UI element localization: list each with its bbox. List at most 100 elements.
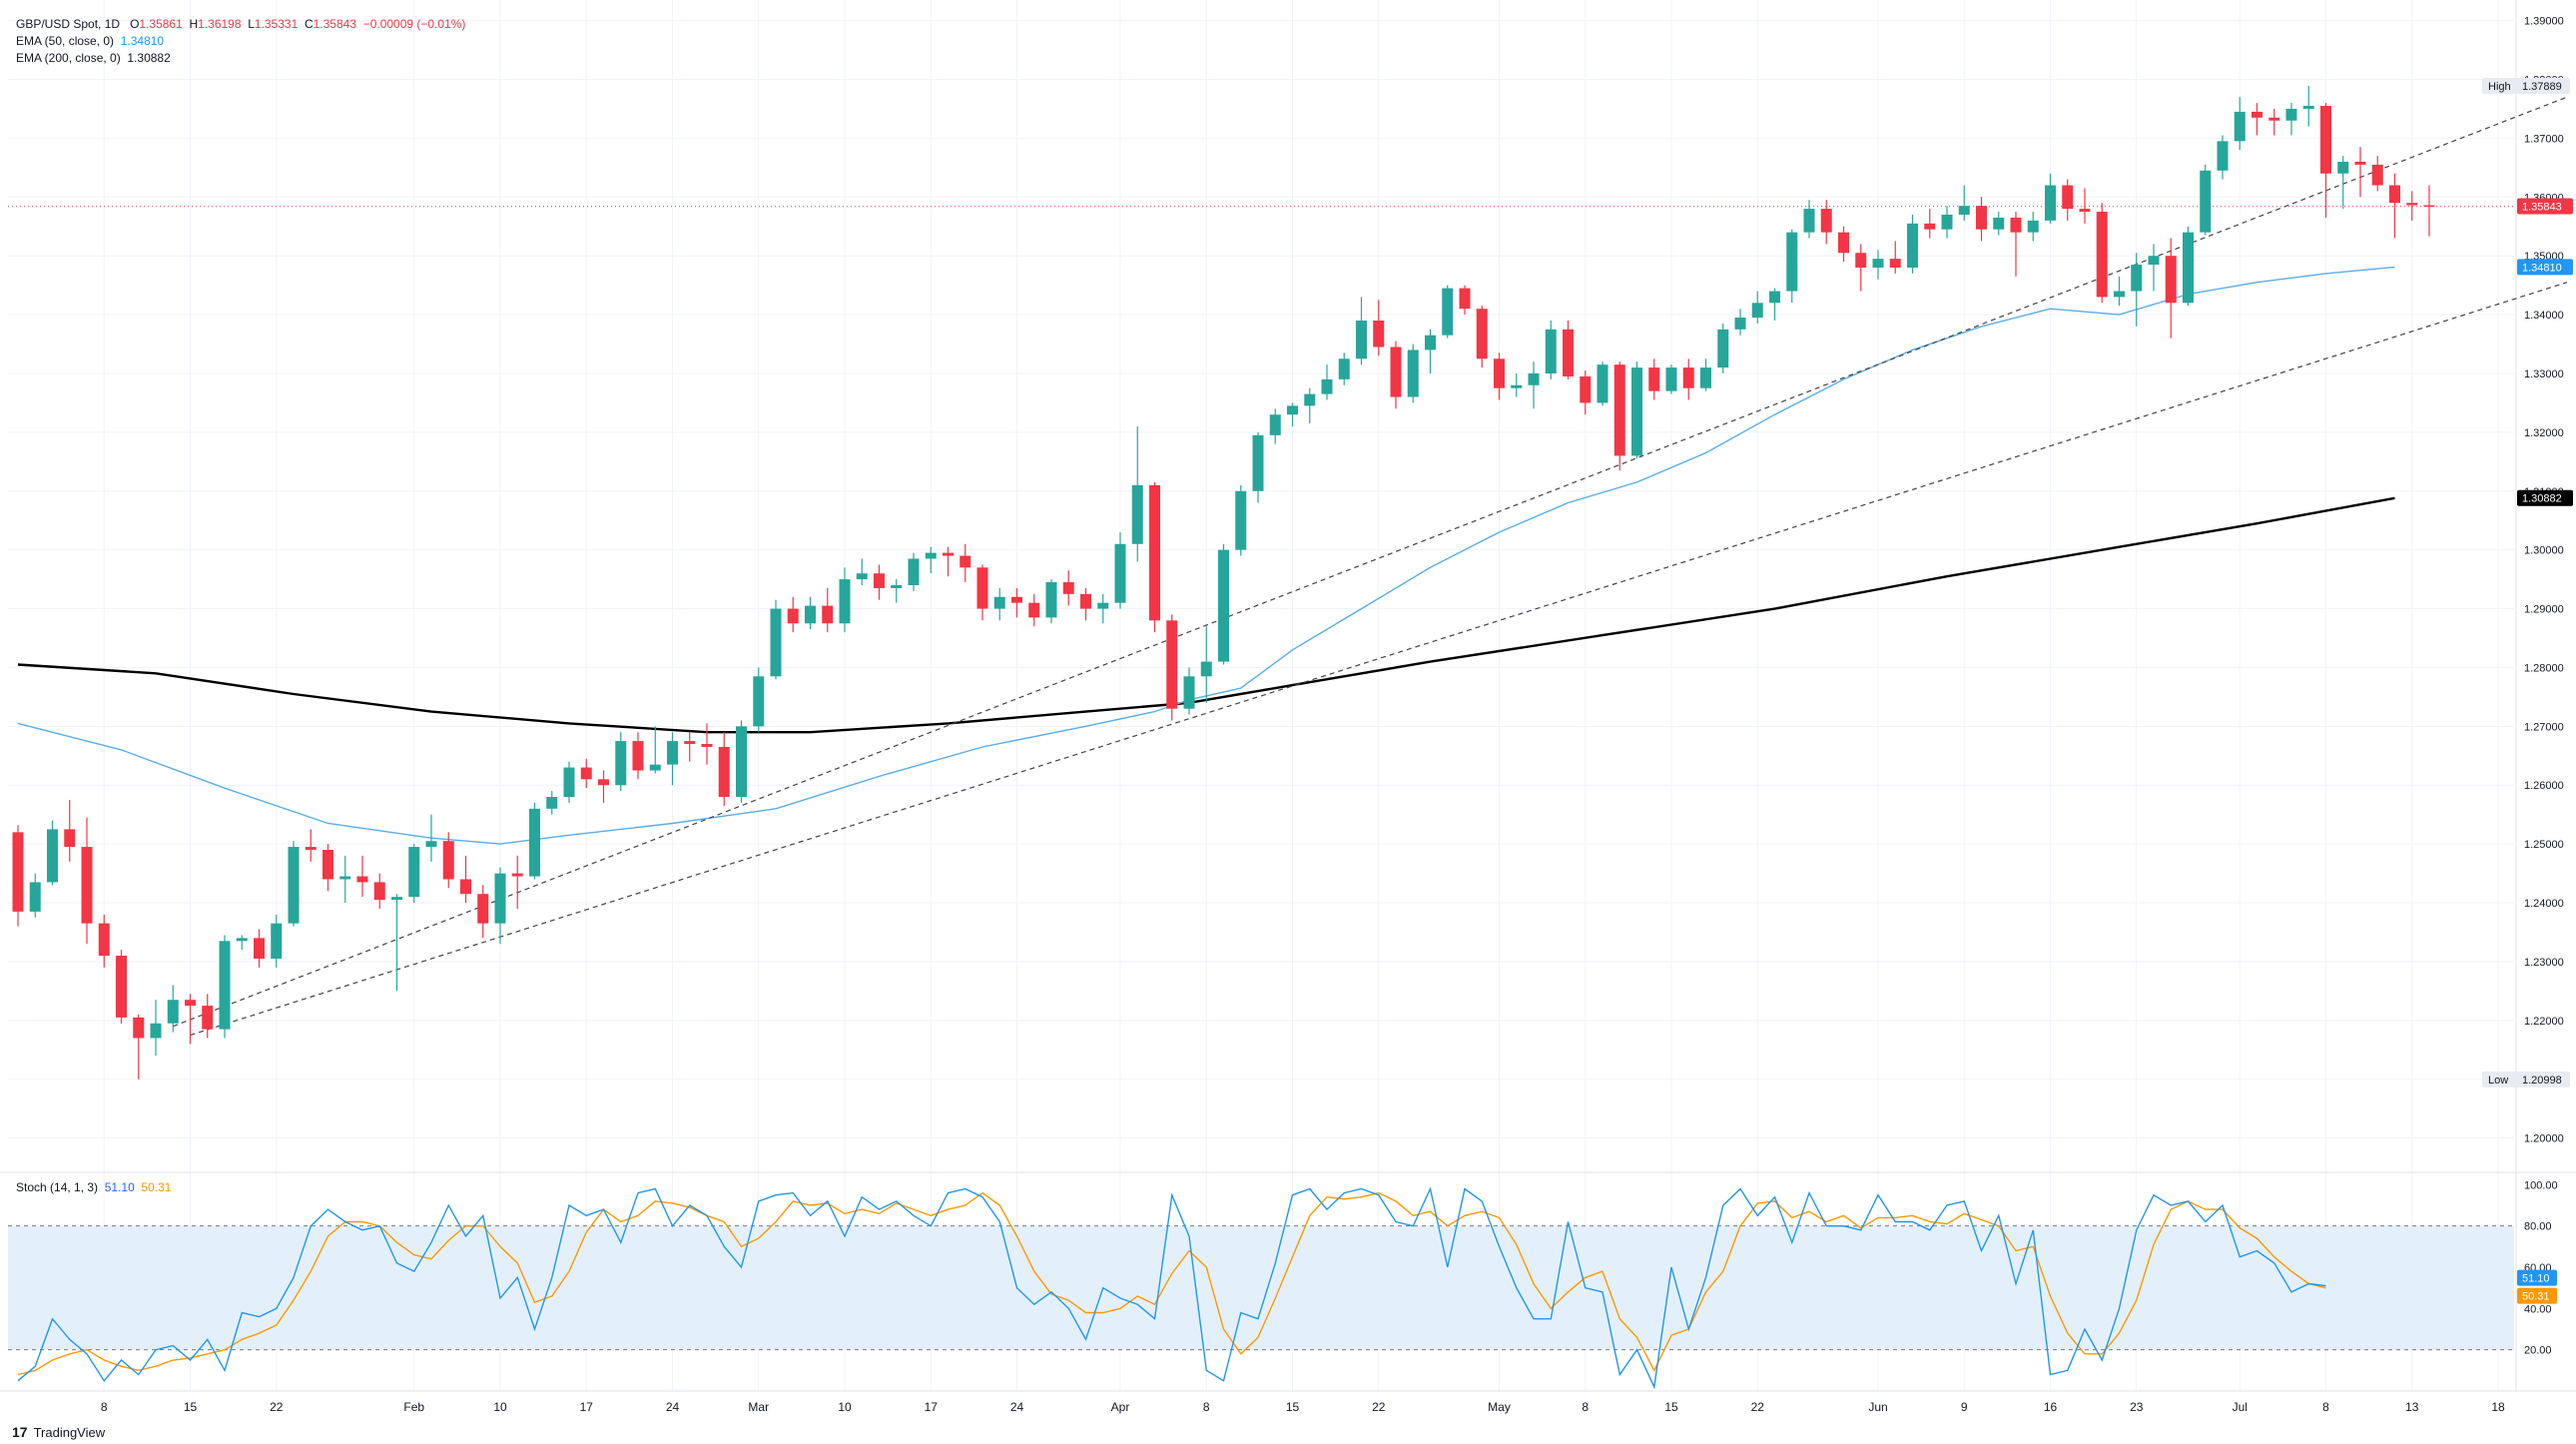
time-tick-label: 10 (838, 1400, 852, 1414)
high-tag-label: High (2488, 81, 2511, 93)
candle-body (2234, 111, 2246, 142)
candle-body (1665, 367, 1677, 391)
candle-body (943, 552, 954, 556)
candle-body (563, 767, 575, 798)
trendline (173, 96, 2568, 1028)
candle-body (1218, 549, 1229, 662)
ema200-line (17, 496, 2395, 734)
candle-body (1338, 359, 1350, 379)
candle-body (1511, 384, 1523, 388)
high-tag-value: 1.37889 (2522, 81, 2562, 93)
candle-body (1563, 329, 1574, 376)
candle-body (1751, 303, 1763, 319)
candle-body (615, 741, 627, 786)
candle-body (2062, 185, 2074, 210)
candle-body (133, 1017, 145, 1039)
candle-body (2131, 265, 2143, 292)
open-label: O (130, 17, 140, 31)
candle-body (2389, 185, 2400, 204)
candle-body (1114, 543, 1126, 603)
candle-body (460, 879, 471, 895)
candle-body (98, 923, 110, 957)
candle-body (2252, 111, 2262, 118)
candle-body (1889, 259, 1901, 268)
candle-body (2406, 203, 2418, 206)
time-tick-label: 15 (184, 1400, 198, 1414)
time-tick-label: 22 (270, 1400, 284, 1414)
candle-body (753, 676, 765, 727)
price-tick-label: 1.24000 (2524, 898, 2564, 910)
price-tick-label: 1.37000 (2524, 133, 2564, 145)
candle-body (29, 882, 41, 912)
price-tick-label: 1.20000 (2524, 1133, 2564, 1145)
candle-body (373, 882, 385, 901)
candle-body (47, 829, 58, 883)
candle-body (856, 573, 868, 580)
candle-body (1941, 214, 1953, 230)
ema200-price-tag: 1.30882 (2522, 493, 2562, 505)
candle-body (254, 938, 265, 959)
symbol-legend: GBP/USD Spot, 1D O1.35861 H1.36198 L1.35… (16, 16, 465, 32)
candle-body (925, 552, 937, 559)
candle-body (1855, 253, 1867, 268)
time-tick-label: 24 (1010, 1400, 1024, 1414)
candle-body (1631, 367, 1642, 456)
price-tick-label: 1.32000 (2524, 427, 2564, 439)
candle-body (2114, 291, 2125, 298)
price-tick-label: 1.25000 (2524, 839, 2564, 851)
candle-body (442, 841, 454, 880)
candle-body (1786, 232, 1798, 292)
low-tag-value: 1.20998 (2522, 1075, 2562, 1086)
candle-body (1907, 223, 1918, 268)
candle-body (185, 1000, 196, 1007)
trendline (190, 282, 2568, 1037)
time-tick-label: 18 (2491, 1400, 2505, 1414)
price-tick-label: 1.29000 (2524, 604, 2564, 616)
candle-body (2268, 117, 2280, 121)
time-tick-label: 17 (925, 1400, 939, 1414)
price-tick-label: 1.34000 (2524, 310, 2564, 322)
candle-body (1425, 335, 1436, 351)
candle-body (356, 876, 368, 883)
candle-body (1993, 217, 2005, 230)
ema200-value: 1.30882 (127, 51, 171, 65)
ema50-line (17, 266, 2395, 845)
candle-body (219, 941, 231, 1030)
ema50-value: 1.34810 (120, 34, 165, 48)
price-tick-label: 1.22000 (2524, 1016, 2564, 1028)
time-tick-label: 23 (2130, 1400, 2144, 1414)
candle-body (477, 894, 489, 924)
candle-body (1097, 602, 1109, 609)
candle-body (408, 847, 420, 898)
candle-body (1976, 206, 1987, 230)
ema50-price-tag-bg (2517, 259, 2573, 276)
candle-body (787, 608, 799, 624)
candle-body (425, 841, 437, 848)
change-value: −0.00009 (−0.01%) (362, 17, 466, 31)
candle-body (1304, 393, 1316, 406)
stoch-d-line (17, 1191, 2326, 1376)
candle-body (701, 744, 713, 747)
ema200-price-tag-bg (2517, 489, 2573, 506)
time-tick-label: Apr (1111, 1400, 1130, 1414)
candle-body (1872, 259, 1884, 268)
candle-body (322, 850, 333, 880)
ema200-label: EMA (200, close, 0) (16, 51, 121, 65)
tradingview-brand[interactable]: 17 TradingView (12, 1424, 105, 1440)
candle-body (202, 1006, 214, 1030)
high-tag-bg (2482, 78, 2570, 95)
candle-body (1924, 223, 1936, 230)
time-tick-label: 24 (666, 1400, 680, 1414)
stoch-tick-label: 20.00 (2524, 1345, 2552, 1357)
time-tick-label: Mar (748, 1400, 769, 1414)
high-label: H (189, 17, 199, 31)
candle-body (1028, 602, 1040, 618)
candle-body (236, 938, 248, 942)
stoch-tick-label: 100.00 (2524, 1179, 2558, 1191)
candle-body (1459, 288, 1471, 310)
candle-body (339, 876, 351, 880)
candle-body (1062, 582, 1074, 594)
price-tick-label: 1.23000 (2524, 957, 2564, 969)
candle-body (150, 1023, 162, 1039)
